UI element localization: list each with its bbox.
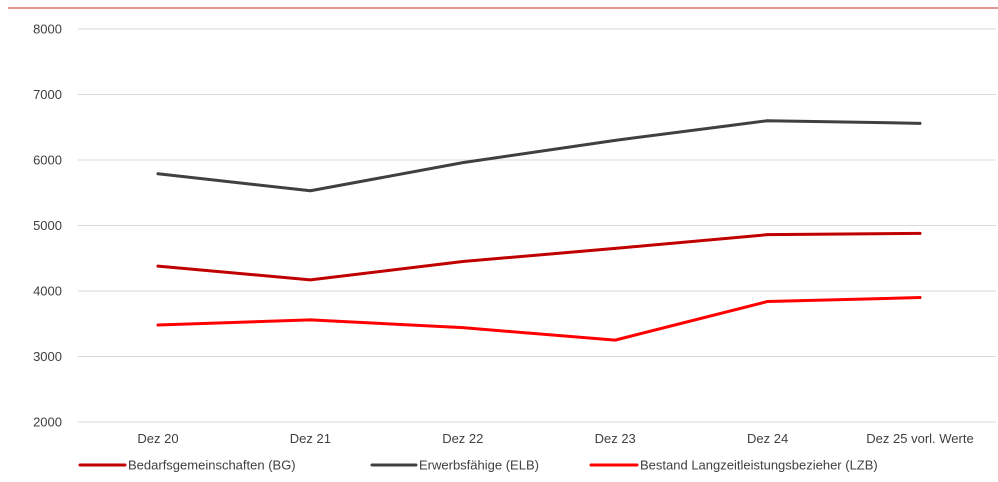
y-tick-label: 6000	[33, 153, 62, 168]
series-line-0	[156, 231, 922, 282]
legend-label: Bedarfsgemeinschaften (BG)	[128, 458, 296, 473]
data-point	[156, 264, 160, 268]
y-axis-ticks: 2000 3000 4000 5000 6000 7000 8000	[33, 22, 62, 430]
legend-item: Bestand Langzeitleistungsbezieher (LZB)	[589, 458, 878, 473]
gridlines	[78, 28, 996, 423]
x-tick-label: Dez 20	[137, 431, 178, 446]
y-tick-label: 7000	[33, 87, 62, 102]
data-point	[309, 189, 312, 193]
y-tick-label: 3000	[33, 349, 62, 364]
data-point	[613, 247, 617, 250]
legend: Bedarfsgemeinschaften (BG) Erwerbsfähige …	[78, 458, 878, 473]
y-tick-label: 2000	[33, 415, 62, 430]
data-point	[156, 323, 160, 327]
data-point	[766, 300, 769, 303]
y-tick-label: 4000	[33, 284, 62, 299]
data-point	[461, 161, 465, 165]
x-tick-label: Dez 25 vorl. Werte	[866, 431, 973, 446]
data-point	[461, 326, 465, 330]
data-point	[766, 119, 769, 123]
y-tick-label: 8000	[33, 22, 62, 37]
series-line-1	[156, 119, 922, 193]
x-tick-label: Dez 24	[747, 431, 788, 446]
x-tick-label: Dez 23	[595, 431, 636, 446]
data-point	[309, 278, 312, 282]
series-line-2	[156, 296, 922, 342]
x-tick-label: Dez 22	[442, 431, 483, 446]
series-lines	[156, 119, 922, 342]
legend-item: Erwerbsfähige (ELB)	[370, 458, 539, 473]
data-point	[461, 260, 465, 263]
legend-label: Bestand Langzeitleistungsbezieher (LZB)	[640, 458, 878, 473]
data-point	[613, 138, 617, 142]
data-point	[918, 296, 922, 299]
x-axis-ticks: Dez 20 Dez 21 Dez 22 Dez 23 Dez 24 Dez 25 vor…	[137, 431, 973, 446]
x-tick-label: Dez 21	[290, 431, 331, 446]
legend-label: Erwerbsfähige (ELB)	[419, 458, 539, 473]
data-point	[766, 233, 769, 237]
y-tick-label: 5000	[33, 218, 62, 233]
data-point	[918, 121, 922, 125]
legend-item: Bedarfsgemeinschaften (BG)	[78, 458, 296, 473]
data-point	[918, 231, 922, 235]
data-point	[156, 172, 160, 176]
data-point	[613, 338, 617, 342]
data-point	[309, 318, 312, 322]
